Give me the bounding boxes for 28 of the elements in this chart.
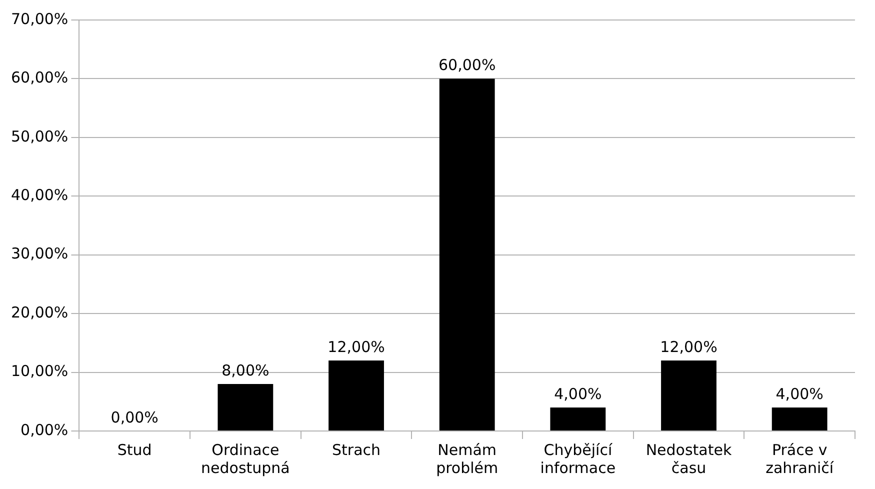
data-label: 0,00% (110, 408, 158, 426)
data-label: 12,00% (328, 338, 385, 356)
x-tick-label: Nedostatek času (646, 440, 732, 477)
x-tick-label: Nemám problém (436, 440, 498, 477)
bar (550, 408, 606, 430)
y-tick-label: 0,00% (20, 420, 68, 439)
x-tick-label: Chybějící informace (540, 440, 616, 477)
data-label: 4,00% (554, 384, 602, 403)
bar (772, 408, 828, 430)
y-tick-label: 60,00% (10, 68, 68, 87)
data-label: 8,00% (222, 361, 270, 380)
y-tick-label: 70,00% (10, 10, 68, 28)
bar (218, 384, 274, 430)
x-tick-label: Stud (117, 440, 152, 459)
bar (439, 78, 495, 430)
bar (328, 360, 384, 430)
y-tick-label: 20,00% (10, 303, 68, 322)
x-tick-label: Strach (332, 440, 381, 459)
y-tick-label: 40,00% (10, 186, 68, 204)
data-label: 4,00% (776, 384, 824, 403)
x-tick-label: Práce v zahraničí (766, 440, 834, 477)
y-tick-label: 30,00% (10, 244, 68, 263)
y-tick-label: 10,00% (10, 362, 68, 380)
data-label: 12,00% (660, 338, 718, 356)
bar (661, 360, 716, 430)
x-tick-label: Ordinace nedostupná (201, 440, 290, 477)
data-label: 60,00% (438, 56, 496, 74)
y-tick-label: 50,00% (10, 127, 68, 146)
